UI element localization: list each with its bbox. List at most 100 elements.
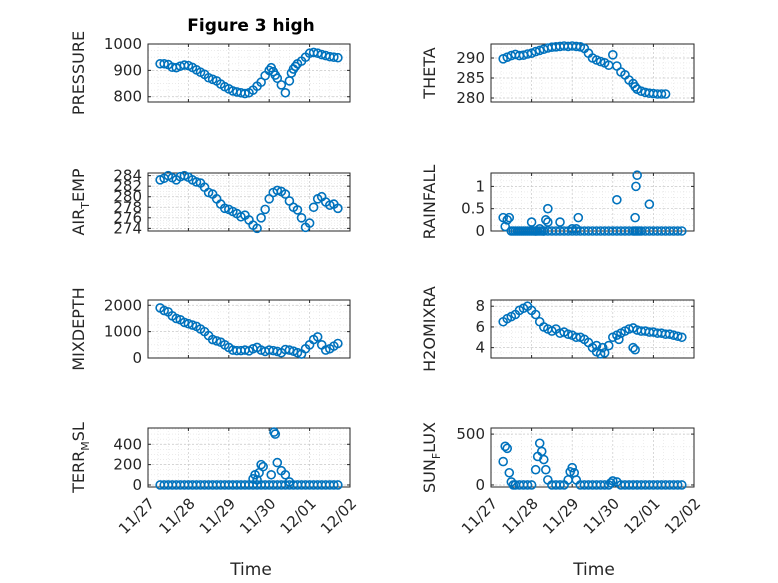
plot-area	[490, 172, 695, 232]
data-point	[240, 88, 250, 99]
data-point	[571, 223, 582, 234]
data-point	[555, 480, 565, 490]
data-point	[563, 329, 573, 339]
x-tick-label: 11/30	[580, 495, 623, 538]
x-tick-label: 12/01	[620, 495, 663, 538]
y-tick-label: 280	[456, 89, 485, 107]
data-point	[603, 340, 614, 351]
data-point	[498, 456, 508, 467]
data-point	[284, 345, 295, 355]
data-point	[312, 332, 323, 342]
data-point	[567, 462, 578, 473]
data-point	[526, 217, 537, 227]
data-point	[256, 459, 266, 470]
plot-area	[490, 427, 695, 488]
subplot-h2omixra: 4 6 8 H2OMIXRA	[420, 286, 695, 372]
y-tick-label: 0	[132, 476, 142, 494]
data-point	[677, 480, 687, 490]
data-point	[211, 336, 222, 346]
x-tick-label: 11/28	[499, 495, 542, 538]
data-point	[308, 202, 319, 213]
data-point	[543, 217, 553, 227]
data-point	[628, 342, 638, 353]
data-point	[573, 212, 584, 223]
data-point	[256, 213, 266, 223]
data-point	[605, 478, 616, 488]
x-axis-label-left: Time	[229, 560, 272, 580]
data-point	[219, 203, 230, 214]
data-point	[333, 338, 343, 349]
x-tick-label: 11/27	[458, 495, 501, 538]
y-tick-label: 1	[475, 177, 485, 195]
data-point	[530, 464, 541, 475]
data-point	[630, 82, 640, 92]
data-point	[191, 177, 202, 187]
y-tick-label: 276	[113, 209, 142, 227]
data-point	[599, 348, 610, 358]
y-tick-label: 284	[113, 167, 142, 185]
x-tick-label: 11/29	[196, 495, 239, 538]
data-point	[333, 52, 343, 63]
x-axis-label-right: Time	[572, 560, 615, 580]
y-axis-label: SUNFLUX	[420, 422, 443, 493]
y-tick-label: 2000	[104, 296, 142, 314]
data-point	[270, 429, 281, 439]
y-axis-label: RAINFALL	[420, 165, 439, 240]
data-point	[207, 334, 218, 345]
y-axis-label: H2OMIXRA	[420, 286, 439, 372]
x-tick-label: 11/28	[155, 495, 198, 538]
y-tick-label: 0	[132, 349, 142, 367]
y-tick-label: 4	[475, 339, 485, 357]
data-point	[630, 212, 640, 223]
data-point	[333, 480, 343, 490]
y-tick-label: 900	[113, 61, 142, 79]
data-point	[183, 318, 194, 329]
data-point	[504, 467, 515, 478]
y-tick-label: 285	[456, 69, 485, 87]
y-tick-label: 1000	[104, 323, 142, 341]
data-point	[329, 52, 339, 62]
y-axis-label: TERRMSL	[69, 422, 92, 494]
data-point	[607, 476, 618, 486]
data-point	[276, 80, 287, 90]
data-point	[530, 309, 541, 320]
data-point	[272, 185, 283, 196]
figure-title: Figure 3 high	[187, 16, 315, 36]
y-tick-label: 274	[113, 219, 142, 237]
data-point	[595, 56, 606, 67]
data-point	[304, 218, 315, 228]
data-point	[324, 200, 335, 210]
y-axis-label: THETA	[420, 47, 439, 99]
subplot-rainfall: 0 0.5 1 RAINFALL	[420, 165, 695, 240]
data-point	[284, 477, 295, 487]
data-point	[607, 49, 618, 60]
data-point	[320, 345, 331, 355]
data-point	[292, 205, 303, 215]
y-tick-label: 278	[113, 198, 142, 216]
data-point	[252, 223, 262, 234]
data-point	[543, 203, 553, 214]
data-point	[541, 464, 551, 475]
data-point	[660, 89, 671, 99]
y-tick-label: 6	[475, 318, 485, 336]
data-point	[526, 480, 537, 490]
subplot-theta: 280 285 290 THETA	[420, 41, 695, 107]
data-point	[555, 217, 565, 227]
y-tick-label: 280	[113, 188, 142, 206]
data-point	[541, 215, 551, 225]
data-point	[266, 469, 277, 480]
data-point	[599, 480, 610, 490]
data-point	[672, 480, 683, 490]
y-tick-label: 0.5	[461, 200, 485, 218]
y-tick-label: 0	[475, 222, 485, 240]
x-tick-label: 12/02	[317, 495, 360, 538]
x-tick-label: 12/01	[277, 495, 320, 538]
data-point	[677, 226, 687, 236]
data-point	[187, 320, 198, 330]
data-point	[595, 349, 606, 359]
y-tick-label: 290	[456, 49, 485, 67]
